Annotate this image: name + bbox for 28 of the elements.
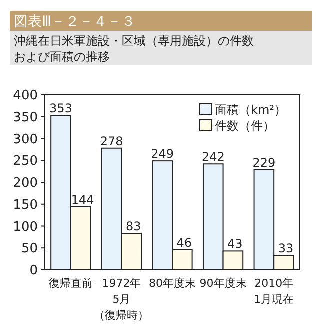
y-tick-label: 400	[13, 88, 38, 104]
y-tick-label: 250	[13, 154, 38, 170]
data-label: 144	[71, 193, 94, 207]
y-tick-label: 150	[13, 198, 38, 213]
x-tick-label: 90年度末	[200, 277, 247, 290]
x-tick-label: 1972年5月（復帰時）	[94, 277, 150, 322]
x-tick-label: 80年度末	[149, 277, 196, 290]
x-tick-label: 2010年1月現在	[254, 277, 294, 306]
y-tick-label: 200	[13, 176, 38, 192]
data-label: 83	[126, 220, 142, 234]
legend-label: 面積（km²）	[215, 103, 286, 117]
y-tick-label: 350	[13, 110, 38, 126]
chart-title: 図表Ⅲ－２－４－３	[14, 14, 136, 30]
data-label: 249	[151, 147, 174, 162]
legend-label: 件数（件）	[215, 119, 275, 133]
y-tick-label: 100	[13, 220, 38, 235]
data-label: 229	[252, 156, 276, 170]
y-tick-label: 50	[21, 242, 38, 257]
chart-subtitle: 沖縄在日米軍施設・区域（専用施設）の件数および面積の推移	[14, 34, 254, 64]
data-label: 242	[202, 150, 225, 164]
x-tick-label: 復帰直前	[48, 277, 93, 290]
data-label: 353	[50, 102, 72, 116]
y-tick-label: 300	[13, 132, 38, 148]
data-label: 278	[100, 134, 124, 148]
data-label: 33	[278, 242, 294, 256]
data-label: 43	[228, 237, 243, 252]
y-tick-label: 0	[30, 264, 38, 279]
data-label: 46	[176, 236, 192, 250]
